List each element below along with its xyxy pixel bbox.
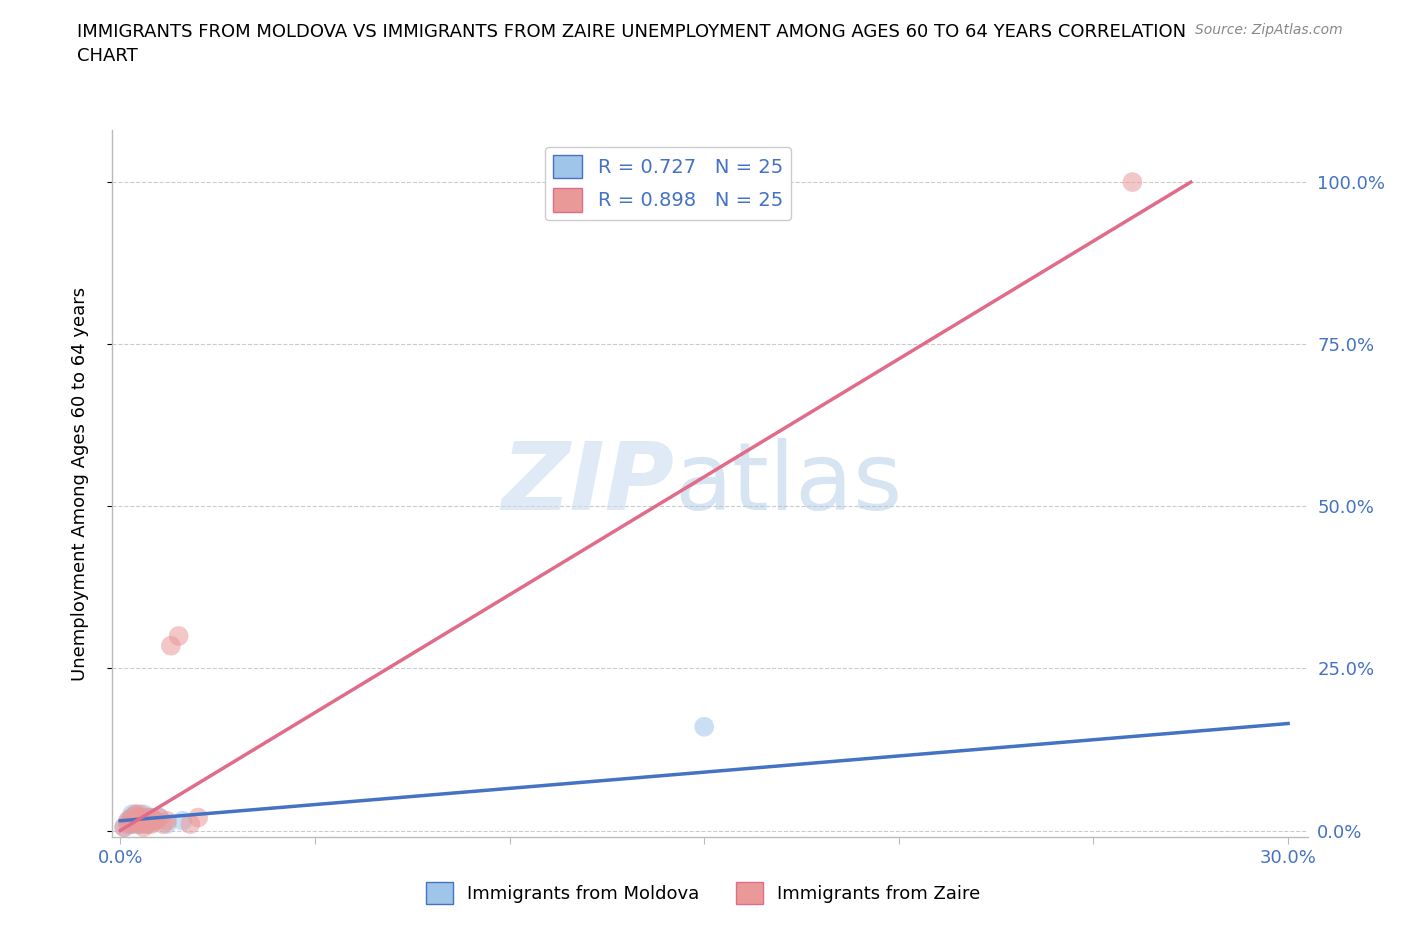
Point <box>121 810 143 825</box>
Point <box>148 810 170 825</box>
Point <box>125 814 148 829</box>
Point <box>143 814 166 829</box>
Point <box>125 810 148 825</box>
Point <box>112 820 135 835</box>
Point <box>117 814 139 829</box>
Point <box>187 810 209 825</box>
Point <box>132 820 155 835</box>
Point <box>117 817 139 831</box>
Point <box>128 807 150 822</box>
Point <box>121 814 143 829</box>
Legend: R = 0.727   N = 25, R = 0.898   N = 25: R = 0.727 N = 25, R = 0.898 N = 25 <box>546 147 792 219</box>
Point <box>121 817 143 831</box>
Point <box>132 810 155 825</box>
Point <box>128 817 150 831</box>
Point <box>160 638 183 653</box>
Point <box>152 817 174 831</box>
Point <box>693 719 716 734</box>
Text: Source: ZipAtlas.com: Source: ZipAtlas.com <box>1195 23 1343 37</box>
Text: ZIP: ZIP <box>502 438 675 529</box>
Point <box>117 817 139 831</box>
Point <box>125 807 148 822</box>
Point <box>132 807 155 822</box>
Point <box>1121 175 1143 190</box>
Point <box>132 814 155 829</box>
Point <box>148 810 170 825</box>
Point <box>121 807 143 822</box>
Point <box>156 817 179 831</box>
Point <box>112 820 135 835</box>
Point <box>172 814 194 829</box>
Y-axis label: Unemployment Among Ages 60 to 64 years: Unemployment Among Ages 60 to 64 years <box>70 286 89 681</box>
Text: IMMIGRANTS FROM MOLDOVA VS IMMIGRANTS FROM ZAIRE UNEMPLOYMENT AMONG AGES 60 TO 6: IMMIGRANTS FROM MOLDOVA VS IMMIGRANTS FR… <box>77 23 1187 65</box>
Point <box>121 810 143 825</box>
Point <box>156 814 179 829</box>
Point <box>128 810 150 825</box>
Point <box>125 817 148 831</box>
Point <box>141 814 163 829</box>
Point <box>179 817 201 831</box>
Point <box>136 810 159 825</box>
Point <box>132 817 155 831</box>
Point <box>143 814 166 829</box>
Point <box>128 810 150 825</box>
Point <box>121 817 143 831</box>
Point <box>136 817 159 831</box>
Legend: Immigrants from Moldova, Immigrants from Zaire: Immigrants from Moldova, Immigrants from… <box>419 875 987 911</box>
Point <box>141 817 163 831</box>
Point <box>125 807 148 822</box>
Point <box>141 810 163 825</box>
Point <box>136 817 159 831</box>
Point <box>141 810 163 825</box>
Point <box>117 814 139 829</box>
Point <box>128 814 150 829</box>
Text: atlas: atlas <box>675 438 903 529</box>
Point <box>167 629 190 644</box>
Point <box>136 810 159 825</box>
Point <box>128 817 150 831</box>
